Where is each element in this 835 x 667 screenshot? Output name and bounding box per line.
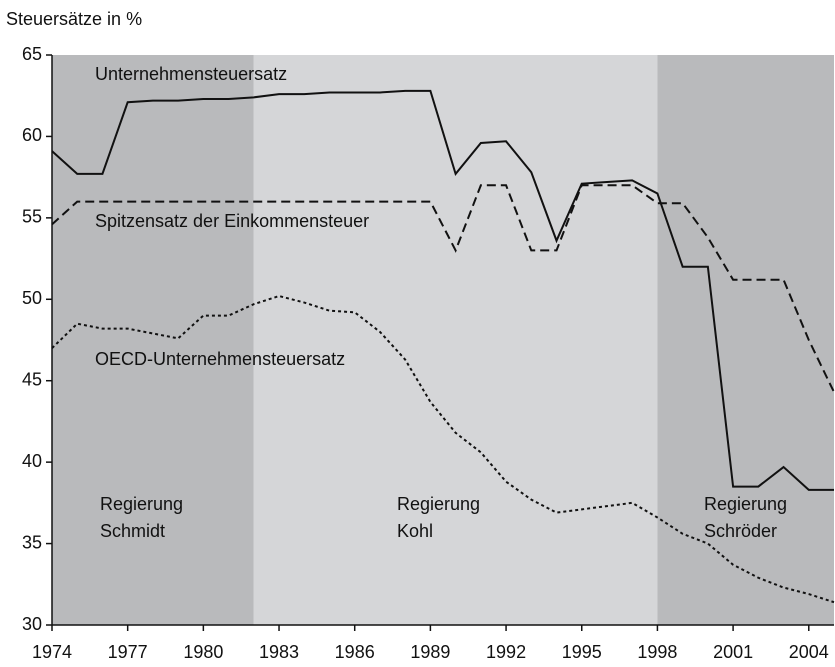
- x-tick-label: 1995: [562, 642, 602, 662]
- series-line: [51, 294, 835, 604]
- region: [657, 55, 834, 625]
- x-tick-label: 1989: [410, 642, 450, 662]
- y-tick-label: 40: [22, 451, 42, 471]
- x-tick-label: 1998: [637, 642, 677, 662]
- region-label: Regierung: [397, 494, 480, 514]
- y-tick-label: 60: [22, 125, 42, 145]
- region: [52, 55, 254, 625]
- series-line: [51, 89, 834, 491]
- x-tick-label: 1986: [335, 642, 375, 662]
- region-label: Schmidt: [100, 521, 165, 541]
- x-tick-label: 1983: [259, 642, 299, 662]
- x-tick-label: 2001: [713, 642, 753, 662]
- y-tick-label: 55: [22, 207, 42, 227]
- region-label: Schröder: [704, 521, 777, 541]
- x-tick-label: 1992: [486, 642, 526, 662]
- x-tick-label: 1980: [183, 642, 223, 662]
- y-tick-label: 30: [22, 614, 42, 634]
- region-label: Regierung: [704, 494, 787, 514]
- region: [253, 55, 658, 625]
- series-label: OECD-Unternehmensteuersatz: [95, 349, 345, 369]
- region-label: Kohl: [397, 521, 433, 541]
- series-label: Spitzensatz der Einkommensteuer: [95, 211, 369, 231]
- y-tick-label: 65: [22, 44, 42, 64]
- y-tick-label: 50: [22, 288, 42, 308]
- x-tick-label: 2004: [789, 642, 829, 662]
- region-label: Regierung: [100, 494, 183, 514]
- x-tick-label: 1977: [108, 642, 148, 662]
- y-tick-label: 35: [22, 532, 42, 552]
- series-line: [51, 184, 835, 393]
- y-axis-label: Steuersätze in %: [6, 9, 142, 29]
- x-tick-label: 1974: [32, 642, 72, 662]
- series-label: Unternehmensteuersatz: [95, 64, 287, 84]
- y-tick-label: 45: [22, 369, 42, 389]
